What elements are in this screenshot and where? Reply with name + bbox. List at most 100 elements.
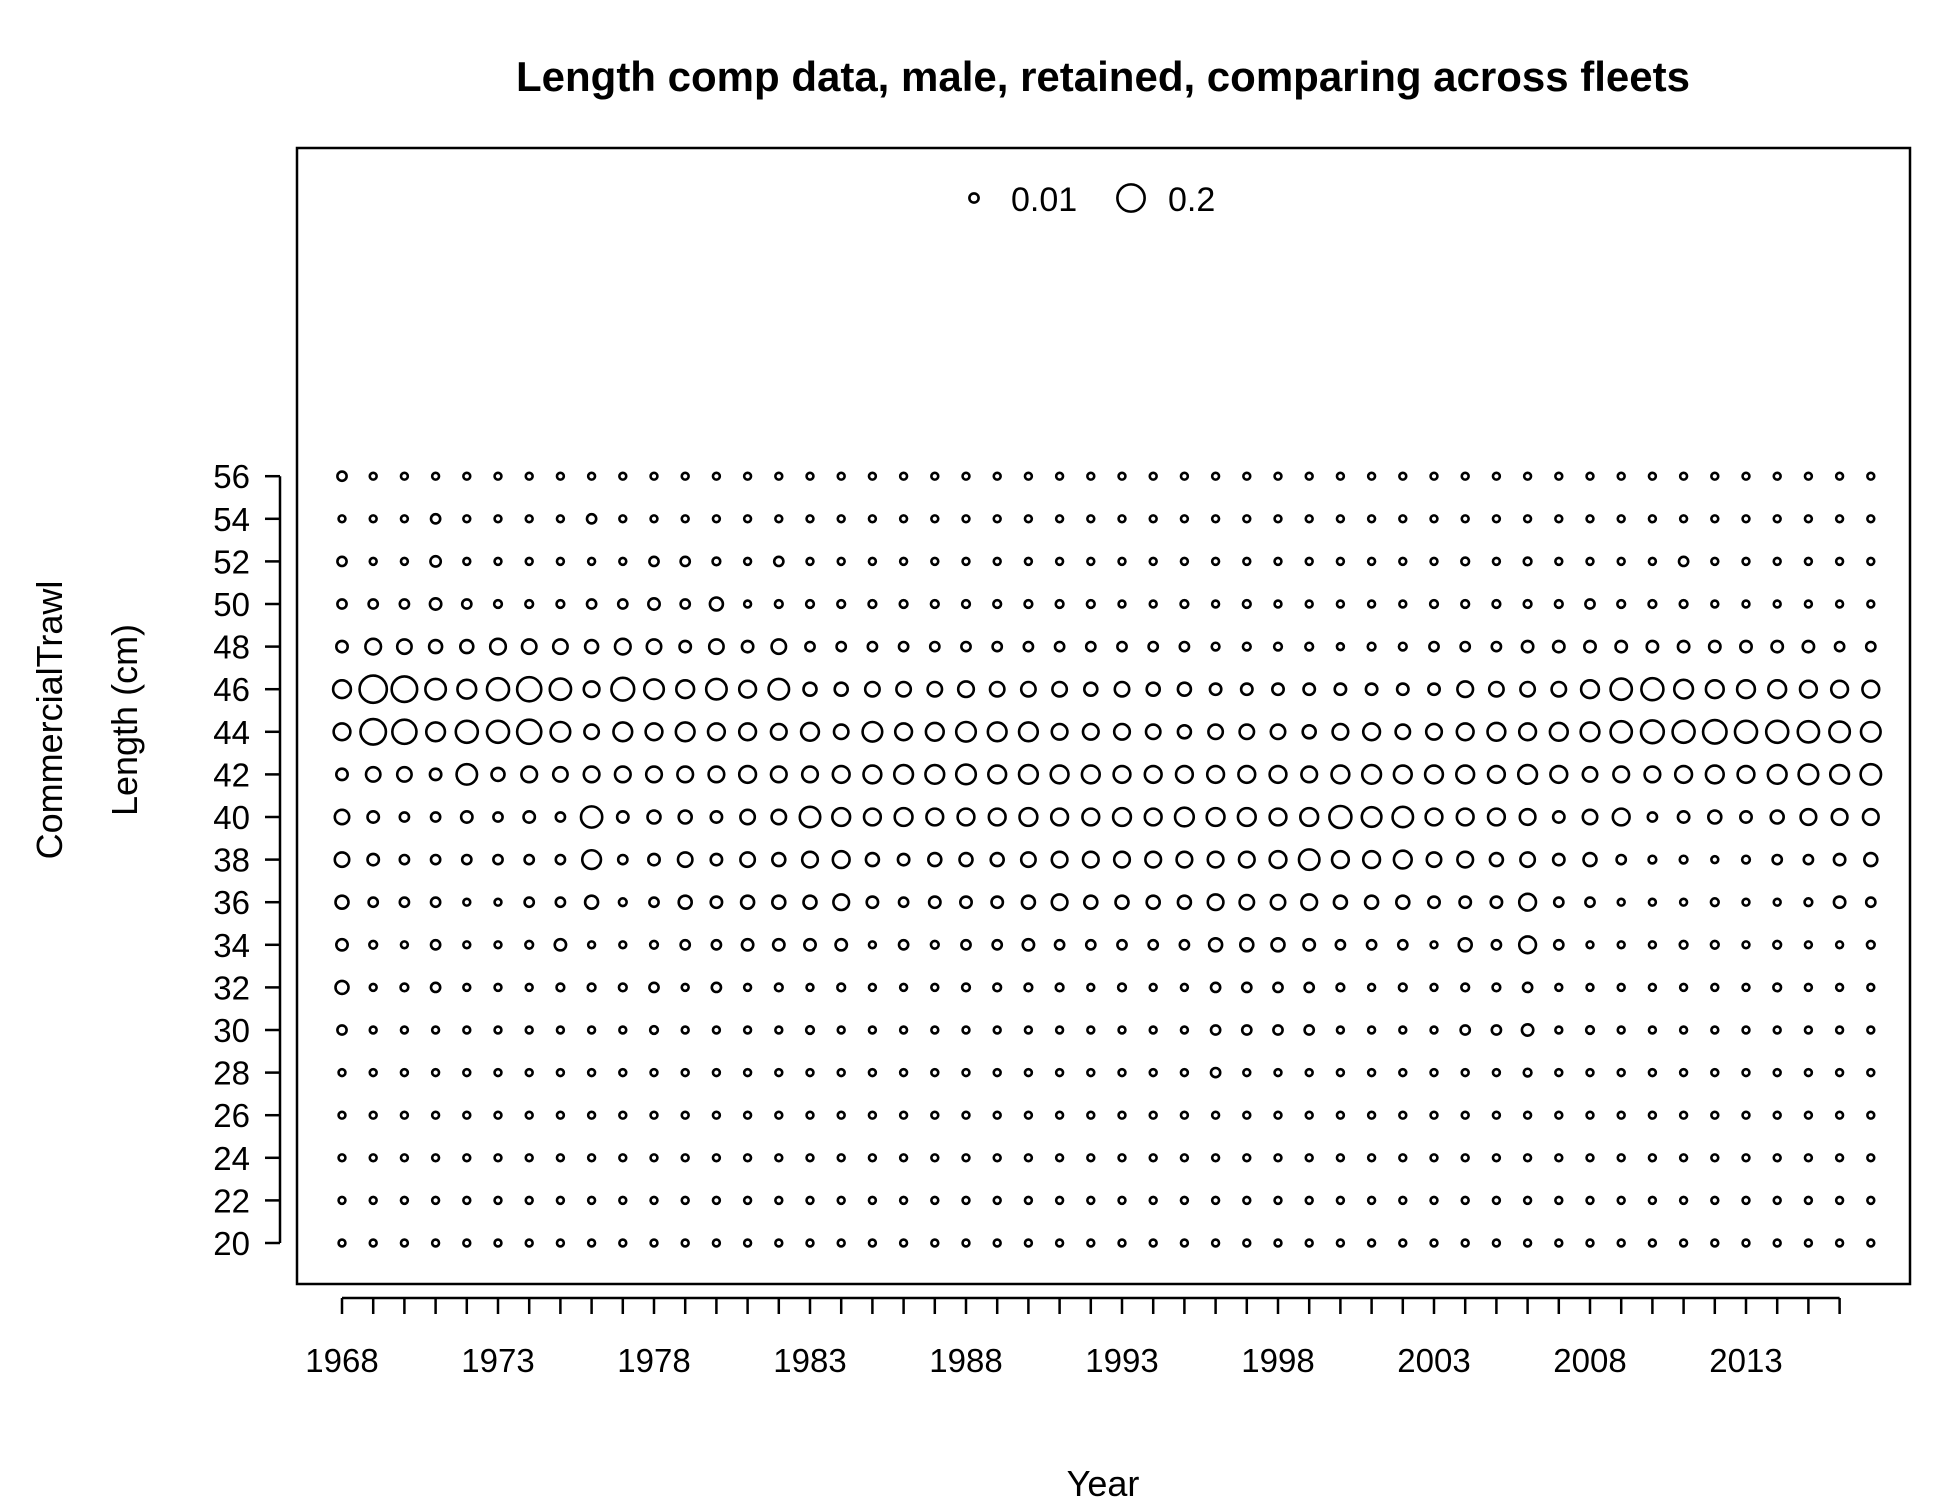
data-bubble [368,1153,378,1163]
data-bubble [773,982,784,993]
x-tick-label: 1983 [773,1342,846,1379]
data-bubble [555,1153,566,1163]
data-bubble [1335,556,1346,567]
data-bubble [1647,897,1658,907]
data-bubble [647,852,661,867]
data-bubble [711,1067,722,1078]
data-bubble [1080,764,1101,785]
data-bubble [798,805,822,829]
data-bubble [332,722,352,742]
data-bubble [805,1238,815,1248]
data-bubble [1866,1195,1876,1206]
data-bubble [1803,471,1814,481]
data-bubble [1647,854,1658,865]
data-bubble [333,808,351,826]
data-bubble [1460,556,1471,567]
data-bubble [1054,1238,1065,1248]
data-bubble [831,764,851,785]
data-bubble [1616,982,1626,993]
data-bubble [927,895,942,910]
data-bubble [1678,854,1689,865]
data-bubble [1741,1195,1751,1206]
data-bubble [1522,1195,1533,1206]
data-bubble [555,1238,566,1248]
data-bubble [1176,723,1193,740]
data-bubble [395,638,413,656]
data-bubble [930,556,940,567]
data-bubble [1676,639,1691,654]
data-bubble [1148,982,1158,993]
data-bubble [364,637,383,656]
data-bubble [1584,896,1596,909]
data-bubble [769,765,788,784]
data-bubble [989,851,1006,868]
data-bubble [649,1153,659,1163]
data-bubble [742,1238,753,1248]
data-bubble [1148,556,1158,567]
data-bubble [1117,1153,1127,1163]
data-bubble [677,809,694,825]
data-bubble [462,514,472,524]
data-bubble [1834,940,1845,950]
data-bubble [991,938,1004,951]
data-bubble [1832,895,1847,910]
data-bubble [1242,471,1252,481]
data-bubble [1460,514,1470,524]
data-bubble [493,1110,503,1120]
data-bubble [1832,852,1847,867]
data-bubble [462,471,472,481]
data-bubble [1803,982,1814,993]
data-bubble [1550,680,1568,698]
data-bubble [493,471,503,481]
data-bubble [986,721,1008,743]
y-axis: 20 22 24 26 28 30 32 34 36 38 40 42 44 46 48 50 52 54 56 [213,458,282,1262]
data-bubble [583,638,600,655]
data-bubble [391,718,418,746]
data-bubble [648,981,660,994]
data-bubble [1522,1067,1533,1078]
data-bubble [1273,1195,1283,1206]
data-bubble [1834,1238,1845,1248]
data-bubble [1707,809,1723,825]
data-bubble [1710,599,1720,609]
data-bubble [739,851,757,869]
data-bubble [1396,938,1409,951]
data-bubble [1114,894,1130,911]
data-bubble [1239,936,1255,953]
data-bubble [774,1025,784,1035]
data-bubble [1803,1025,1814,1035]
data-bubble [1366,556,1377,567]
data-bubble [1741,1238,1751,1248]
data-bubble [1455,722,1475,742]
data-bubble [492,853,504,866]
data-bubble [711,1195,722,1206]
data-bubble [429,512,442,525]
data-bubble [649,1195,659,1206]
data-bubble [836,1238,846,1248]
data-bubble [1491,514,1502,524]
data-bubble [1392,764,1413,785]
data-bubble [490,766,506,783]
data-bubble [867,982,878,993]
data-bubble [1834,471,1845,481]
data-bubble [1553,598,1564,610]
data-bubble [1366,641,1377,652]
data-bubble [956,807,976,827]
data-bubble [1741,471,1751,481]
data-bubble [462,982,472,993]
data-bubble [430,1025,441,1035]
data-bubble [1554,556,1564,567]
data-bubble [399,1195,410,1206]
data-bubble [1772,514,1782,524]
data-bubble [1673,764,1694,785]
data-bubble [462,940,472,950]
data-bubble [836,514,846,524]
data-bubble [617,982,628,993]
data-bubble [898,471,909,481]
data-bubble [430,1067,441,1078]
data-bubble [485,676,511,702]
data-bubble [774,1110,784,1120]
data-bubble [742,1153,753,1163]
data-bubble [462,1153,472,1163]
data-bubble [1335,1025,1346,1035]
